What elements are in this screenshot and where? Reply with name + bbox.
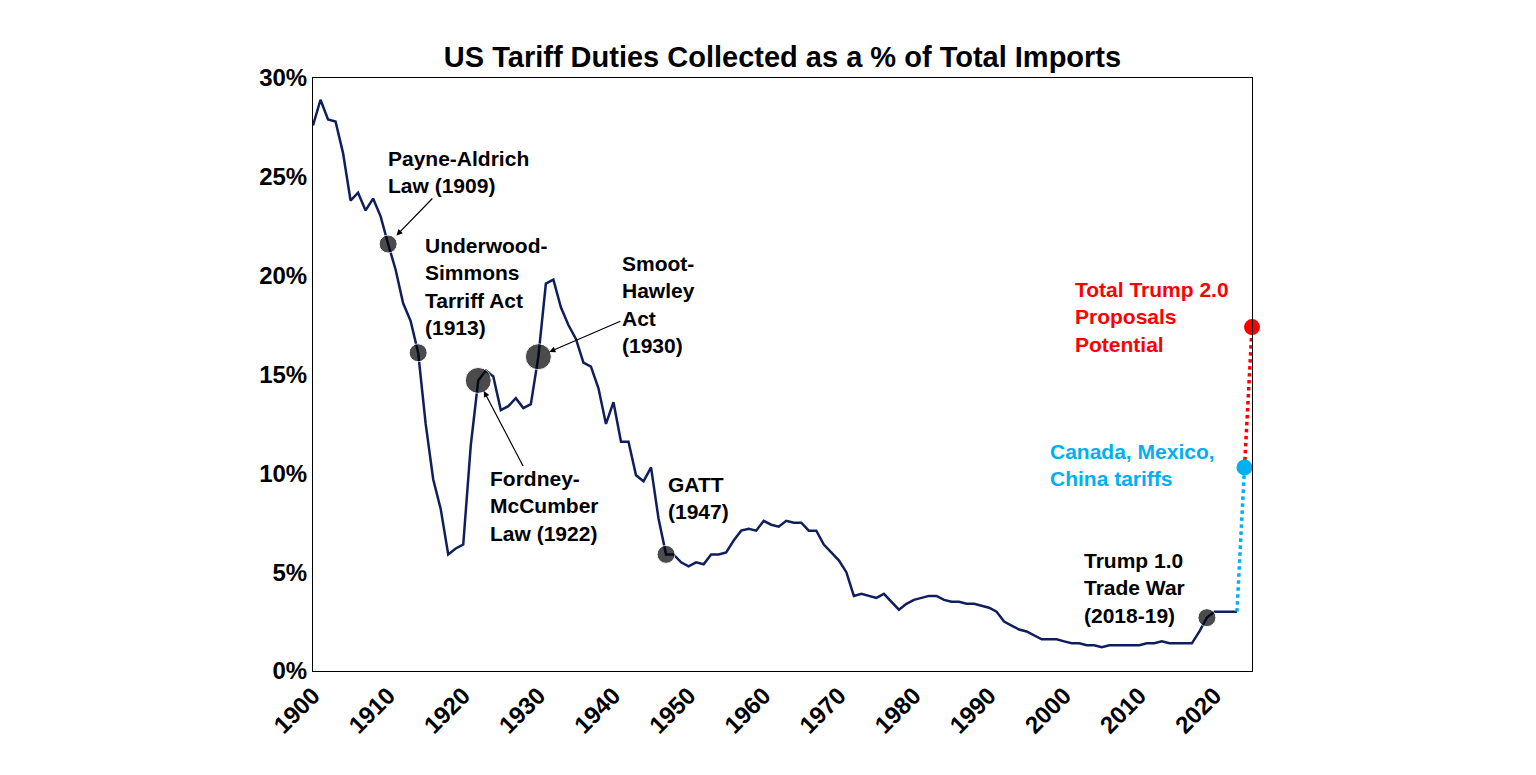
svg-text:20%: 20% (259, 262, 307, 289)
svg-text:Payne-AldrichLaw (1909): Payne-AldrichLaw (1909) (388, 147, 529, 197)
svg-text:15%: 15% (259, 361, 307, 388)
svg-text:1920: 1920 (418, 682, 475, 739)
svg-text:Total Trump 2.0ProposalsPotent: Total Trump 2.0ProposalsPotential (1075, 278, 1229, 356)
svg-text:1990: 1990 (944, 682, 1001, 739)
svg-text:25%: 25% (259, 163, 307, 190)
svg-text:Trump 1.0Trade War(2018-19): Trump 1.0Trade War(2018-19) (1084, 549, 1185, 627)
svg-text:Canada, Mexico,China tariffs: Canada, Mexico,China tariffs (1050, 440, 1215, 490)
svg-text:2020: 2020 (1170, 682, 1227, 739)
svg-text:1960: 1960 (719, 682, 776, 739)
svg-text:1900: 1900 (268, 682, 325, 739)
svg-text:1940: 1940 (569, 682, 626, 739)
svg-text:Underwood-SimmonsTarriff Act(1: Underwood-SimmonsTarriff Act(1913) (425, 234, 547, 339)
svg-text:1910: 1910 (343, 682, 400, 739)
svg-text:30%: 30% (259, 64, 307, 91)
svg-text:1970: 1970 (794, 682, 851, 739)
svg-text:US Tariff Duties Collected as: US Tariff Duties Collected as a % of Tot… (444, 41, 1121, 73)
svg-text:2010: 2010 (1094, 682, 1151, 739)
svg-text:1980: 1980 (869, 682, 926, 739)
svg-text:5%: 5% (273, 559, 308, 586)
svg-text:1930: 1930 (494, 682, 551, 739)
svg-text:Smoot-HawleyAct(1930): Smoot-HawleyAct(1930) (622, 252, 695, 357)
svg-text:1950: 1950 (644, 682, 701, 739)
svg-text:Fordney-McCumberLaw (1922): Fordney-McCumberLaw (1922) (490, 467, 599, 545)
svg-text:GATT(1947): GATT(1947) (668, 473, 729, 523)
svg-text:10%: 10% (259, 460, 307, 487)
svg-text:2000: 2000 (1019, 682, 1076, 739)
svg-text:0%: 0% (273, 657, 308, 684)
